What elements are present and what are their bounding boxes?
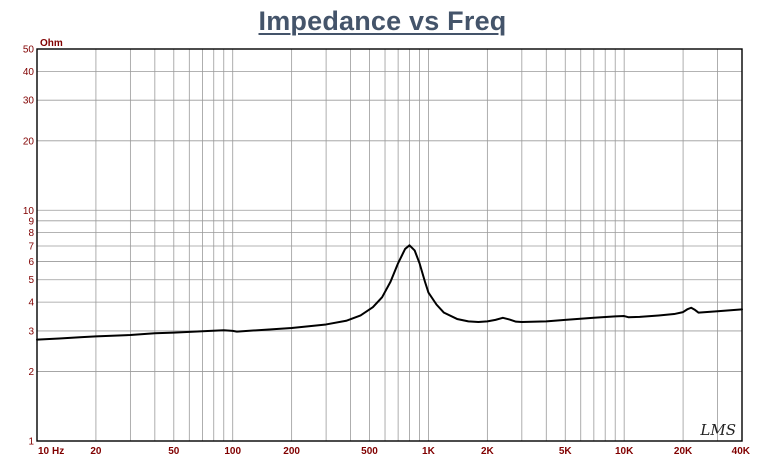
y-tick-label: 6 <box>28 257 34 268</box>
x-tick-label: 500 <box>361 446 378 457</box>
y-tick-label: 7 <box>28 242 34 253</box>
y-axis-unit-label: Ohm <box>40 38 63 49</box>
y-tick-label: 2 <box>28 367 34 378</box>
y-tick-label: 30 <box>23 96 35 107</box>
impedance-series-line <box>36 244 743 341</box>
x-tick-label: 200 <box>283 446 300 457</box>
y-tick-label: 4 <box>28 298 34 309</box>
x-tick-label: 100 <box>224 446 241 457</box>
x-tick-label: 20K <box>674 446 693 457</box>
y-tick-label: 3 <box>28 326 34 337</box>
y-tick-label: 10 <box>23 206 35 217</box>
chart-title: Impedance vs Freq <box>258 6 507 36</box>
y-tick-label: 5 <box>28 275 34 286</box>
x-tick-label: 2K <box>481 446 495 457</box>
x-tick-label: 40K <box>732 446 751 457</box>
y-tick-label: 8 <box>28 228 34 239</box>
y-tick-label: 40 <box>23 67 35 78</box>
y-tick-label: 9 <box>28 216 34 227</box>
y-tick-label: 50 <box>23 45 35 56</box>
y-tick-label: 1 <box>28 437 34 448</box>
x-tick-label: 50 <box>168 446 180 457</box>
x-tick-label: 10K <box>615 446 634 457</box>
x-tick-label: 10 <box>38 446 50 457</box>
x-axis-unit-label: Hz <box>52 446 64 457</box>
y-tick-label: 20 <box>23 136 35 147</box>
x-tick-label: 1K <box>422 446 436 457</box>
grid-lines <box>36 48 743 442</box>
x-tick-label: 5K <box>559 446 573 457</box>
lms-watermark: LMS <box>699 421 736 439</box>
x-tick-label: 20 <box>90 446 102 457</box>
plot-frame <box>36 48 743 442</box>
